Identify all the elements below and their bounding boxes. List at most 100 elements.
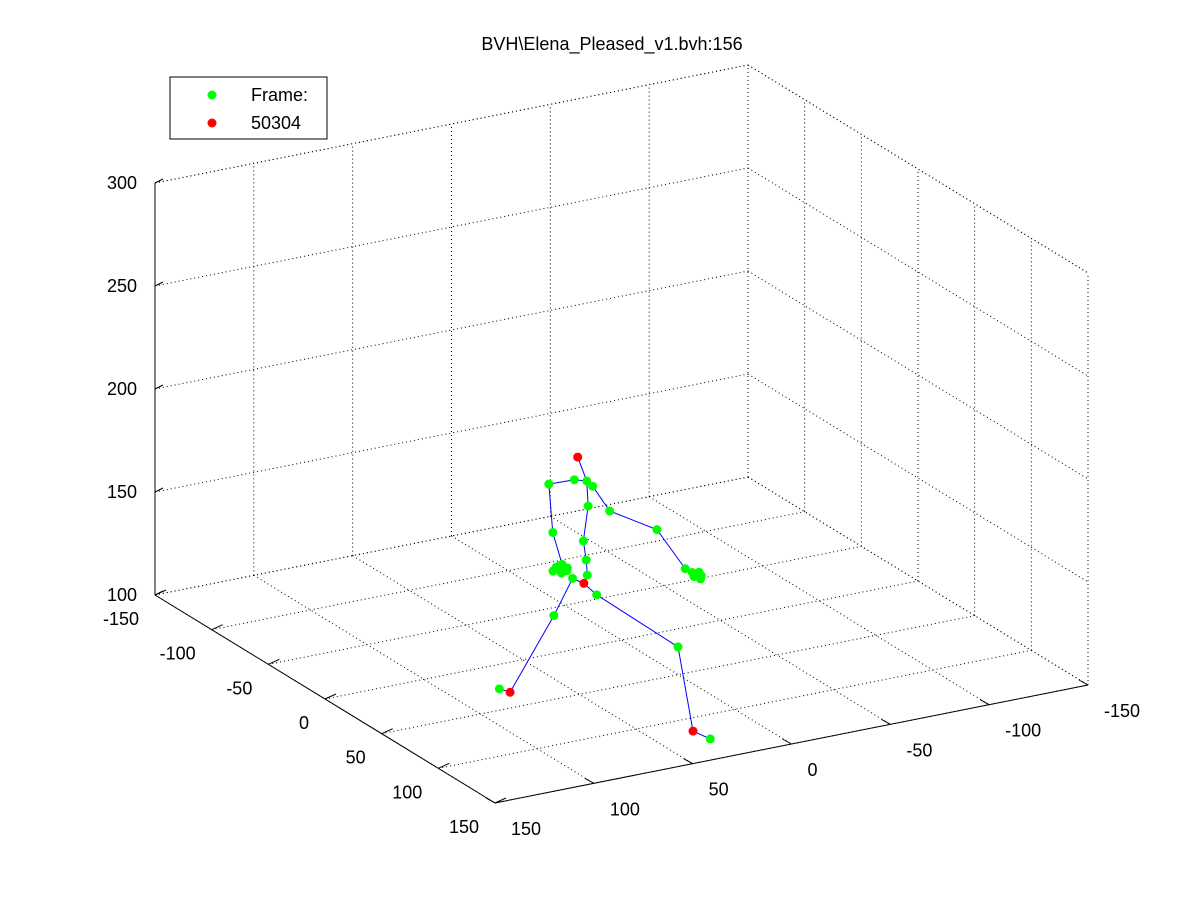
legend: Frame: 50304 xyxy=(169,76,328,140)
joint-l_hip xyxy=(592,590,602,600)
y-tick-mark xyxy=(683,758,693,765)
joint-hips xyxy=(579,578,589,588)
joint-r_toe xyxy=(494,684,504,694)
joint-r_ankle xyxy=(505,687,515,697)
bone-r_elbow-r_wrist xyxy=(552,532,563,565)
bone-l_hip-l_knee xyxy=(596,594,679,648)
y-tick-mark xyxy=(485,797,496,804)
x-tick-label: -50 xyxy=(226,678,252,698)
floor-grid-line xyxy=(352,555,693,765)
bone-chest-spine2 xyxy=(582,506,589,541)
axes-layer xyxy=(154,178,1089,804)
right-wall-grid-line xyxy=(747,270,1089,480)
legend-label-frame: Frame: xyxy=(251,85,308,105)
joint-neck xyxy=(582,476,592,486)
z-tick-label: 100 xyxy=(107,585,137,605)
bone-l_knee-l_ankle xyxy=(677,646,694,732)
joint-r_hand6 xyxy=(554,561,564,571)
skeleton-bones xyxy=(499,456,711,740)
y-tick-label: 150 xyxy=(511,819,541,839)
x-tick-label: -150 xyxy=(103,609,139,629)
x-tick-label: 0 xyxy=(299,713,309,733)
x-tick-mark xyxy=(154,589,167,596)
y-tick-label: -150 xyxy=(1104,701,1140,721)
y-tick-mark xyxy=(1078,679,1089,686)
left-wall-grid-line xyxy=(154,373,749,493)
x-tick-mark xyxy=(494,797,507,804)
grid-layer xyxy=(154,64,1089,804)
y-tick-label: 0 xyxy=(808,760,818,780)
joint-l_wrist xyxy=(680,564,690,574)
joint-l_knee xyxy=(673,642,683,652)
x-tick-label: -100 xyxy=(160,644,196,664)
y-tick-label: -50 xyxy=(906,740,932,760)
joint-r_shoulder xyxy=(544,479,554,489)
joint-spine1 xyxy=(581,555,591,565)
chart-title: BVH\Elena_Pleased_v1.bvh:156 xyxy=(481,34,742,55)
right-wall-grid-line xyxy=(747,167,1089,377)
y-tick-label: -100 xyxy=(1005,721,1041,741)
floor-grid-line xyxy=(211,511,805,631)
bone-l_elbow-l_wrist xyxy=(656,529,686,569)
z-tick-mark xyxy=(154,178,164,184)
joint-l_hand6 xyxy=(694,567,704,577)
z-tick-label: 250 xyxy=(107,276,137,296)
floor-grid-line xyxy=(550,515,891,725)
joint-chest xyxy=(583,501,593,511)
y-tick-label: 100 xyxy=(610,799,640,819)
floor-grid-line xyxy=(648,496,990,706)
right-wall-grid-line xyxy=(747,476,1089,686)
y-tick-mark xyxy=(584,777,595,784)
legend-box xyxy=(169,76,328,140)
x-tick-mark xyxy=(324,693,337,700)
joint-l_ankle xyxy=(688,726,698,736)
z-tick-label: 200 xyxy=(107,379,137,399)
floor-grid-line xyxy=(451,535,792,745)
skeleton-joints xyxy=(494,452,715,744)
joint-r_hand3 xyxy=(548,566,558,576)
bone-r_knee-r_ankle xyxy=(509,615,555,693)
floor-grid-line xyxy=(381,615,975,735)
y-tick-mark xyxy=(782,738,792,745)
box-edge xyxy=(154,64,749,184)
left-wall-grid-line xyxy=(154,167,749,287)
x-tick-mark xyxy=(211,624,223,631)
z-tick-mark xyxy=(154,281,164,287)
joint-spine2 xyxy=(578,536,588,546)
floor-grid-line xyxy=(253,574,595,784)
legend-marker-value xyxy=(207,118,217,128)
x-tick-mark xyxy=(381,728,393,735)
joint-l_clavicle xyxy=(588,481,598,491)
joint-spine xyxy=(582,570,592,580)
joint-r_elbow xyxy=(548,527,558,537)
z-tick-mark xyxy=(154,384,164,390)
joint-l_elbow xyxy=(652,525,662,535)
x-tick-mark xyxy=(438,762,450,769)
legend-label-value: 50304 xyxy=(251,113,301,133)
joint-r_hip xyxy=(568,573,578,583)
tick-labels: 100 150 200 250 300 -150 -100 -50 0 50 100 150 -150 -… xyxy=(103,173,1140,839)
x-tick-label: 100 xyxy=(392,782,422,802)
x-tick-label: 50 xyxy=(346,748,366,768)
x-tick-mark xyxy=(268,658,280,665)
bone-l_clavicle-l_shoulder xyxy=(592,485,611,512)
joint-head_end xyxy=(573,452,583,462)
right-wall-grid-line xyxy=(747,64,1089,274)
legend-marker-frame xyxy=(207,90,217,100)
x-tick-label: 150 xyxy=(449,817,479,837)
right-wall-grid-line xyxy=(747,373,1089,583)
left-wall-grid-line xyxy=(154,270,749,390)
y-tick-mark xyxy=(979,699,990,706)
joint-l_shoulder xyxy=(605,506,615,516)
bone-l_shoulder-l_elbow xyxy=(609,510,658,531)
bone-r_shoulder-r_elbow xyxy=(548,484,554,533)
box-edge xyxy=(747,64,1089,274)
y-tick-mark xyxy=(881,718,891,725)
joint-l_toe xyxy=(705,734,715,744)
joint-neck2 xyxy=(569,475,579,485)
left-wall-grid-line xyxy=(154,476,749,596)
floor-grid-line xyxy=(324,580,919,700)
bone-r_hip-r_knee xyxy=(553,578,574,616)
z-tick-label: 300 xyxy=(107,173,137,193)
